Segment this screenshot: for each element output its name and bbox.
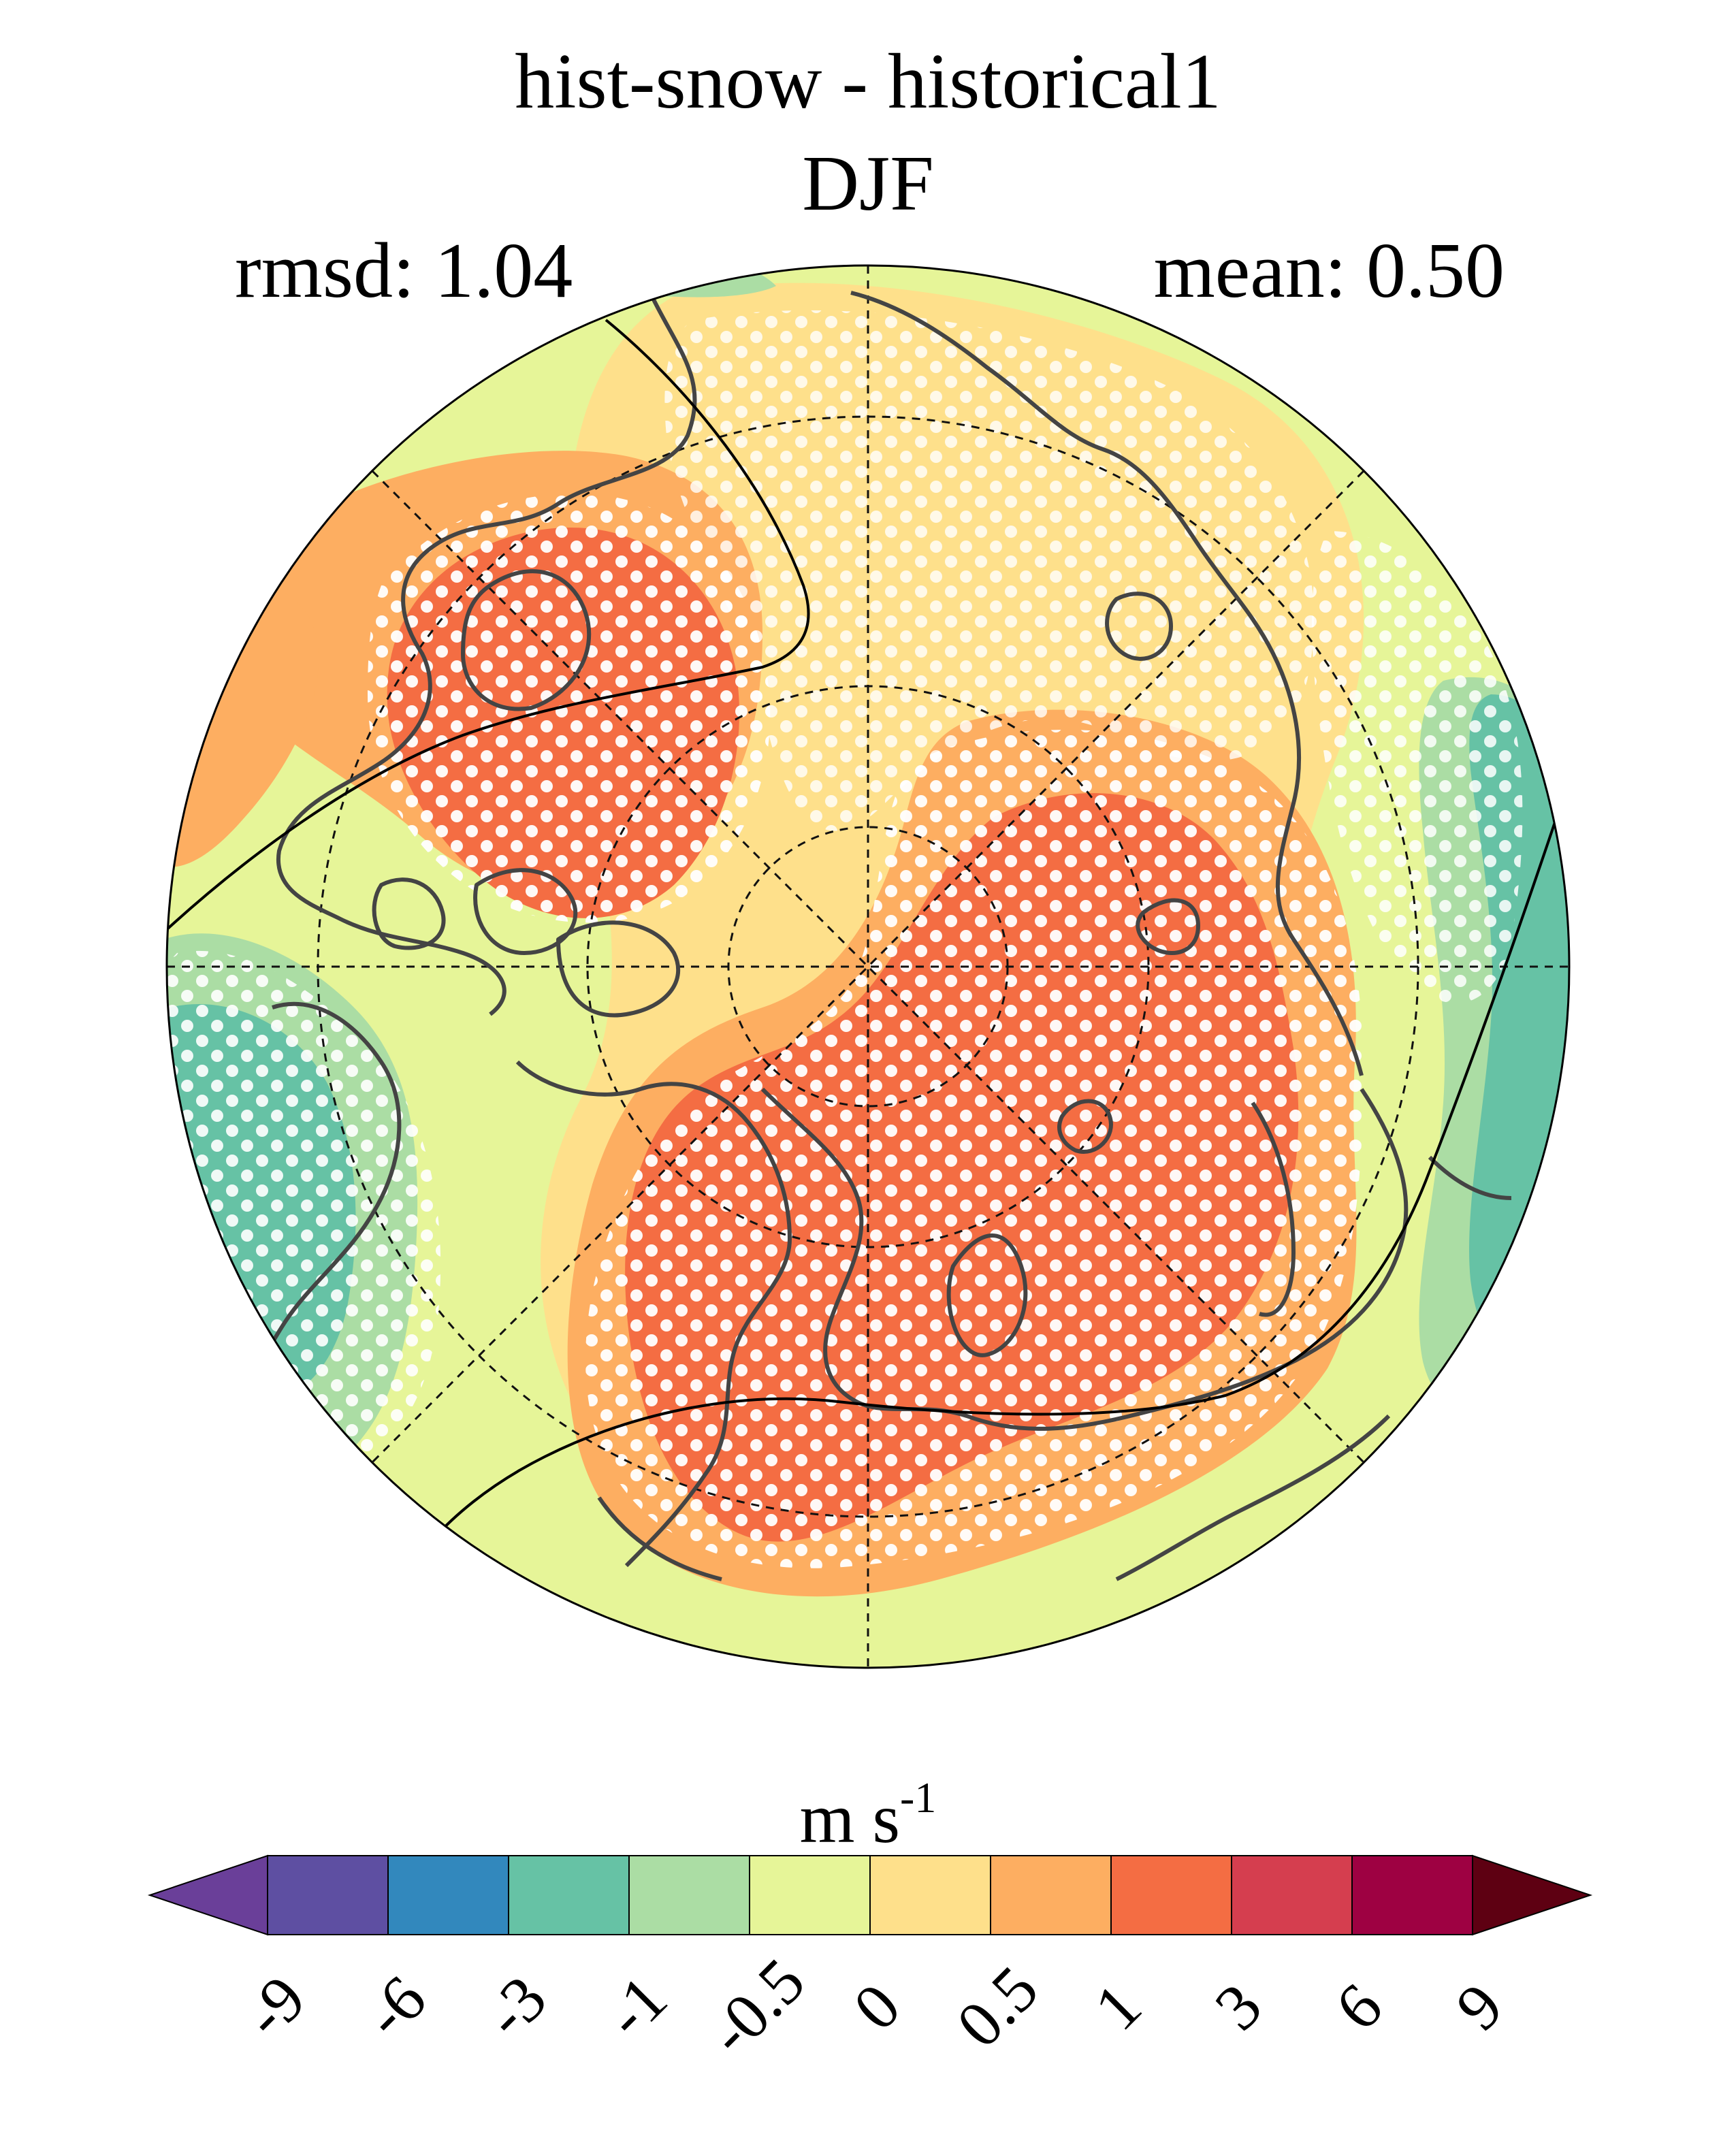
- colorbar-tick-label: 0: [839, 1969, 914, 2044]
- mean-label: mean: 0.50: [1153, 227, 1505, 314]
- colorbar-tick-label: 0.5: [942, 1952, 1052, 2061]
- colorbar-tick-label: 6: [1321, 1969, 1396, 2044]
- jet-contours: [167, 319, 1567, 1553]
- stippling-e: [1311, 531, 1523, 1003]
- graticule: [167, 265, 1569, 1668]
- stippling-se: [585, 730, 1364, 1568]
- colorbar-segment: [267, 1855, 389, 1935]
- colorbar-segment: [1351, 1855, 1473, 1935]
- colorbar-units-text: m s: [799, 1779, 901, 1858]
- colorbar-tick-label: 9: [1441, 1969, 1517, 2044]
- colorbar-units-exponent: -1: [900, 1773, 937, 1822]
- colorbar-segment: [749, 1855, 871, 1935]
- colorbar-tick-label: -3: [470, 1961, 560, 2052]
- coastlines: [203, 291, 1512, 1581]
- colorbar-tick-label: 1: [1080, 1969, 1155, 2044]
- colorbar-segment: [387, 1855, 509, 1935]
- colorbar-units: m s-1: [0, 1776, 1736, 1854]
- colorbar-tick-label: -1: [590, 1961, 681, 2052]
- colorbar-segment: [1231, 1855, 1353, 1935]
- map-border: [165, 264, 1571, 1669]
- colorbar-segment: [1110, 1855, 1232, 1935]
- title-line2: DJF: [802, 140, 934, 227]
- colorbar-tick-label: 3: [1200, 1969, 1276, 2044]
- field-region-green-n: [613, 265, 776, 297]
- stippling-n: [664, 310, 1315, 831]
- title-line1: hist-snow - historical1: [515, 38, 1221, 125]
- colorbar-extend-low: [147, 1854, 268, 1936]
- colorbar-tick-label: -6: [349, 1961, 440, 2052]
- colorbar-segment: [508, 1855, 630, 1935]
- colorbar-segment: [990, 1855, 1112, 1935]
- rmsd-label: rmsd: 1.04: [235, 227, 573, 314]
- colorbar-extend-high: [1472, 1854, 1593, 1936]
- stippling-nw: [368, 494, 771, 923]
- map-field: [167, 265, 1569, 1668]
- colorbar-segment: [869, 1855, 991, 1935]
- colorbar-tick-label: -0.5: [694, 1944, 819, 2069]
- colorbar-segment: [628, 1855, 750, 1935]
- polar-map: [165, 264, 1571, 1669]
- colorbar-tick-label: -9: [229, 1961, 319, 2052]
